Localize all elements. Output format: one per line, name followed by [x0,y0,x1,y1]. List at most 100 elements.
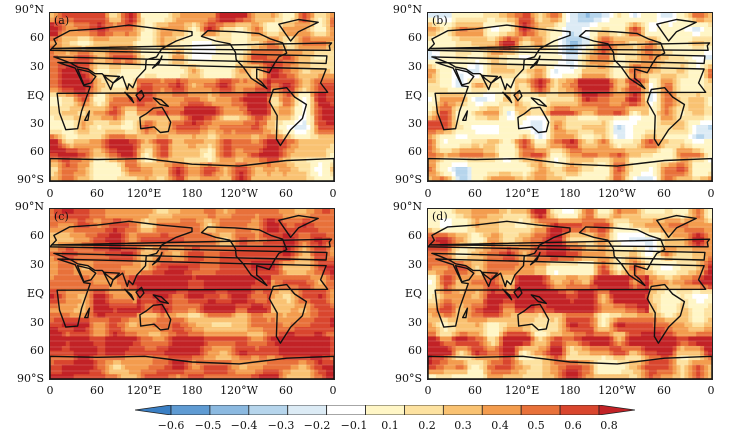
field-cell [290,31,296,37]
field-cell [97,22,102,28]
field-cell [140,73,146,79]
field-cell [207,27,213,33]
field-cell [199,92,205,98]
field-cell [180,64,185,70]
field-cell [251,22,256,28]
field-cell [247,41,252,47]
field-cell [65,83,71,89]
field-cell [542,83,547,89]
field-cell [282,125,288,131]
field-cell [605,17,611,23]
field-cell [652,97,658,103]
field-cell [644,101,650,107]
field-cell [113,120,118,126]
field-cell [180,59,185,65]
field-cell [282,148,288,154]
field-cell [176,64,181,70]
field-cell [487,143,492,149]
field-cell [704,78,709,84]
field-cell [274,73,280,79]
field-cell [463,139,469,145]
field-cell [266,73,272,79]
field-cell [109,106,114,112]
field-cell [589,36,595,42]
field-cell [708,134,712,140]
field-cell [613,106,618,112]
field-cell [57,13,63,19]
field-cell [514,41,520,47]
field-cell [542,139,547,145]
field-cell [61,92,67,98]
field-cell [219,115,225,121]
field-cell [435,97,441,103]
field-cell [306,115,311,121]
field-cell [633,31,638,37]
field-cell [625,17,630,23]
field-cell [447,50,453,56]
field-cell [263,27,268,33]
field-cell [259,148,264,154]
field-cell [294,92,300,98]
field-cell [81,92,87,98]
field-cell [566,139,571,145]
field-cell [589,139,595,145]
field-cell [50,101,55,107]
field-cell [53,73,59,79]
field-cell [656,153,662,159]
field-cell [61,157,67,163]
field-cell [499,87,504,93]
field-cell [77,157,83,163]
field-cell [176,153,181,159]
field-cell [585,125,591,131]
field-cell [613,27,618,33]
field-cell [475,13,480,19]
field-cell [585,134,591,140]
field-cell [263,148,268,154]
field-cell [644,134,650,140]
field-cell [259,157,264,163]
field-cell [573,41,579,47]
field-cell [443,143,449,149]
field-cell [176,157,181,163]
field-cell [577,153,583,159]
field-cell [605,69,611,75]
field-cell [140,31,146,37]
field-cell [471,64,476,70]
field-cell [239,148,244,154]
field-cell [672,153,678,159]
field-cell [566,125,571,131]
field-cell [172,41,177,47]
field-cell [152,167,158,173]
field-cell [148,64,154,70]
field-cell [211,55,217,61]
field-cell [510,101,516,107]
field-cell [491,111,496,117]
field-cell [132,41,138,47]
field-cell [554,17,559,23]
field-cell [637,73,642,79]
field-cell [121,59,126,65]
field-cell [648,73,654,79]
field-cell [203,87,209,93]
field-cell [69,97,75,103]
field-cell [487,111,492,117]
field-cell [428,125,433,131]
field-cell [641,13,646,19]
field-cell [192,101,197,107]
field-cell [593,45,599,51]
field-cell [467,115,472,121]
field-cell [510,13,516,19]
field-cell [577,64,583,70]
field-cell [609,143,614,149]
field-cell [53,59,59,65]
field-cell [61,106,67,112]
field-cell [93,87,98,93]
field-cell [215,73,221,79]
field-cell [57,50,63,56]
field-cell [633,45,638,51]
field-cell [447,27,453,33]
field-cell [243,83,248,89]
field-cell [274,97,280,103]
field-cell [656,31,662,37]
field-cell [195,69,201,75]
